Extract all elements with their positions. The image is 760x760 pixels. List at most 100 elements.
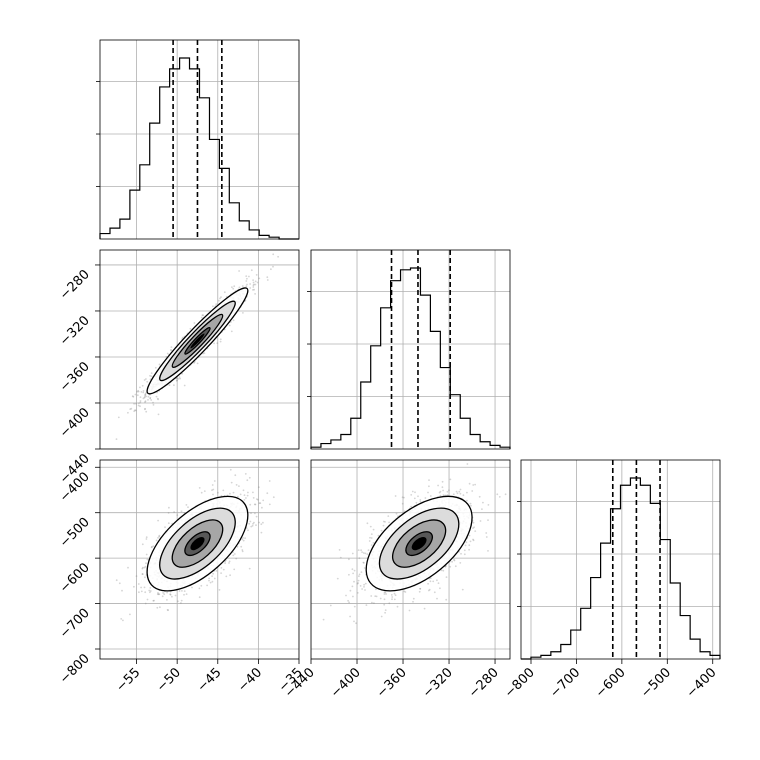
sample-point bbox=[169, 349, 172, 351]
sample-point bbox=[418, 590, 421, 593]
sample-point bbox=[136, 390, 139, 393]
sample-point bbox=[248, 522, 251, 525]
sample-point bbox=[365, 604, 368, 606]
sample-point bbox=[171, 595, 173, 598]
sample-point bbox=[466, 491, 468, 494]
sample-point bbox=[149, 591, 151, 594]
sample-point bbox=[474, 483, 476, 486]
sample-point bbox=[252, 497, 255, 499]
density-core bbox=[411, 536, 427, 551]
sample-point bbox=[135, 402, 137, 405]
sample-point bbox=[258, 502, 261, 505]
sample-point bbox=[178, 590, 181, 592]
sample-point bbox=[339, 556, 342, 559]
sample-point bbox=[252, 281, 255, 284]
sample-point bbox=[485, 536, 488, 538]
sample-point bbox=[166, 352, 169, 355]
contour-line bbox=[171, 519, 224, 568]
sample-point bbox=[404, 591, 407, 593]
panel-frame bbox=[520, 459, 721, 660]
sample-point bbox=[466, 463, 469, 465]
sample-point bbox=[371, 601, 373, 604]
x-tick-label: −360 bbox=[374, 665, 410, 701]
sample-point bbox=[145, 378, 147, 380]
sample-point bbox=[142, 390, 145, 392]
sample-point bbox=[225, 575, 228, 578]
sample-point bbox=[446, 494, 449, 496]
sample-point bbox=[137, 583, 140, 585]
sample-point bbox=[361, 551, 363, 553]
sample-point bbox=[216, 342, 219, 344]
sample-point bbox=[134, 393, 137, 396]
sample-point bbox=[173, 384, 175, 387]
sample-point bbox=[203, 352, 206, 354]
sample-point bbox=[456, 492, 459, 495]
sample-point bbox=[166, 599, 168, 601]
sample-point bbox=[460, 552, 462, 555]
sample-point bbox=[244, 473, 247, 475]
sample-point bbox=[156, 397, 159, 400]
sample-point bbox=[349, 589, 352, 592]
sample-point bbox=[196, 362, 199, 365]
sample-point bbox=[384, 591, 387, 594]
sample-point bbox=[445, 576, 448, 578]
sample-point bbox=[487, 519, 489, 521]
y-tick-label: −600 bbox=[57, 560, 93, 596]
sample-point bbox=[134, 409, 136, 411]
sample-point bbox=[249, 287, 252, 289]
sample-point bbox=[211, 575, 214, 577]
sample-point bbox=[353, 580, 355, 583]
sample-point bbox=[247, 529, 249, 532]
sample-point bbox=[185, 593, 188, 595]
y-axis-3: −800−700−600−500−400 bbox=[57, 466, 100, 687]
sample-point bbox=[241, 285, 244, 287]
sample-point bbox=[211, 484, 214, 486]
sample-point bbox=[201, 314, 204, 317]
sample-point bbox=[129, 613, 131, 616]
sample-point bbox=[393, 598, 396, 601]
sample-point bbox=[157, 398, 160, 401]
sample-point bbox=[155, 395, 158, 398]
sample-point bbox=[157, 413, 160, 416]
sample-point bbox=[164, 526, 166, 529]
sample-point bbox=[166, 609, 169, 611]
sample-point bbox=[144, 565, 147, 568]
sample-point bbox=[211, 580, 214, 583]
sample-point bbox=[143, 586, 146, 589]
sample-point bbox=[156, 606, 159, 609]
sample-point bbox=[254, 503, 257, 506]
sample-point bbox=[329, 604, 332, 607]
sample-point bbox=[428, 479, 430, 481]
sample-point bbox=[449, 565, 452, 568]
contour-line bbox=[405, 531, 434, 557]
sample-point bbox=[246, 277, 248, 280]
sample-point bbox=[487, 504, 490, 506]
sample-point bbox=[249, 283, 252, 285]
sample-point bbox=[140, 590, 143, 593]
sample-point bbox=[133, 402, 136, 405]
x-tick-label: −280 bbox=[466, 665, 502, 701]
sample-point bbox=[144, 407, 147, 410]
sample-point bbox=[149, 374, 151, 377]
sample-point bbox=[377, 534, 380, 537]
sample-point bbox=[244, 537, 247, 539]
sample-point bbox=[200, 491, 203, 494]
sample-point bbox=[373, 602, 375, 604]
sample-point bbox=[351, 568, 354, 571]
sample-point bbox=[452, 493, 455, 496]
sample-point bbox=[242, 489, 245, 492]
sample-point bbox=[250, 525, 253, 528]
sample-point bbox=[243, 494, 246, 497]
sample-point bbox=[504, 493, 507, 496]
sample-point bbox=[218, 589, 221, 591]
histogram-step bbox=[310, 267, 511, 449]
y-tick-label: −500 bbox=[57, 515, 93, 551]
sample-point bbox=[473, 526, 475, 529]
sample-point bbox=[209, 581, 212, 584]
y-axis-2: −440−400−360−320−280 bbox=[57, 264, 100, 487]
sample-point bbox=[150, 372, 153, 374]
sample-point bbox=[177, 378, 180, 380]
sample-point bbox=[183, 593, 185, 596]
sample-point bbox=[198, 487, 201, 489]
y-tick-label: −320 bbox=[57, 313, 93, 349]
